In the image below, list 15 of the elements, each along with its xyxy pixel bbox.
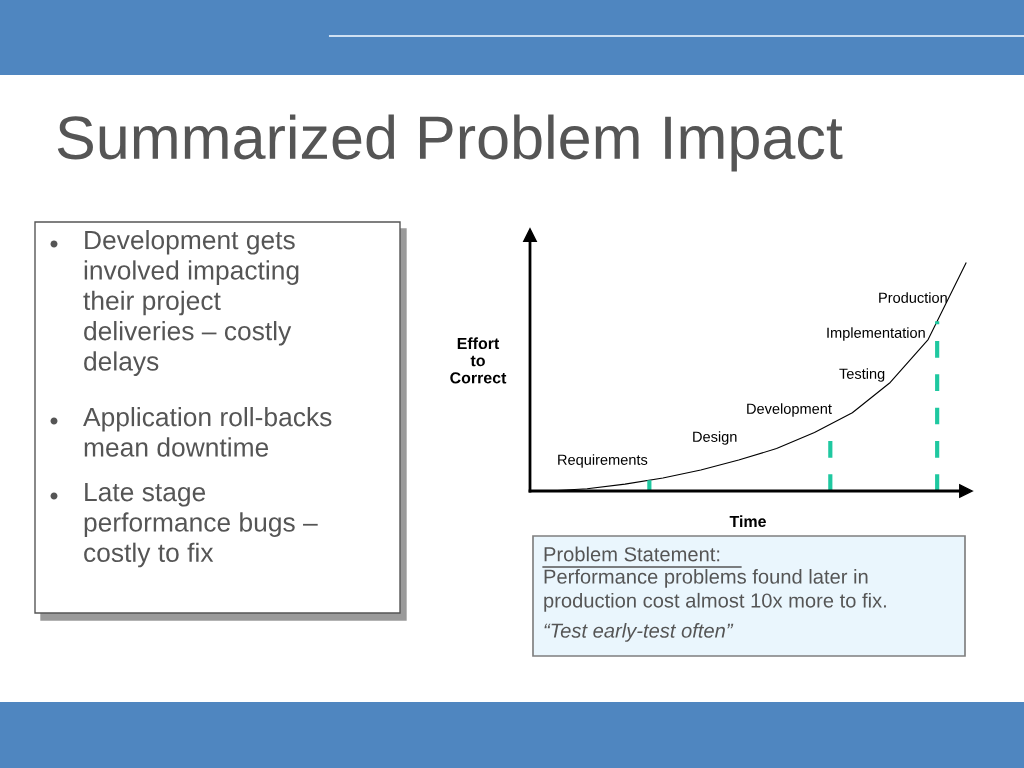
annotation: Production — [879, 292, 947, 303]
annotation: Implementation — [827, 327, 925, 341]
annotation: Testing — [839, 368, 885, 382]
text: “Test early-test often” — [544, 623, 734, 642]
text: Problem Statement: — [544, 546, 720, 562]
chart-title: Summarized Problem Impact — [57, 114, 843, 172]
text: Application roll-backs mean downtime — [83, 407, 332, 457]
x-axis-title: Time — [729, 515, 766, 528]
annotation: Design — [693, 431, 737, 445]
text: Late stage performance bugs – costly to fix — [84, 482, 318, 568]
y-axis-title: Effort to Correct — [450, 337, 507, 384]
text: Development gets involved impacting their project deliveries – costly delays — [83, 230, 299, 376]
text: Performance problems found later in production cost almost 10x more to fix. — [544, 569, 886, 612]
annotation: Development — [747, 403, 832, 417]
annotation: Requirements — [558, 454, 648, 468]
